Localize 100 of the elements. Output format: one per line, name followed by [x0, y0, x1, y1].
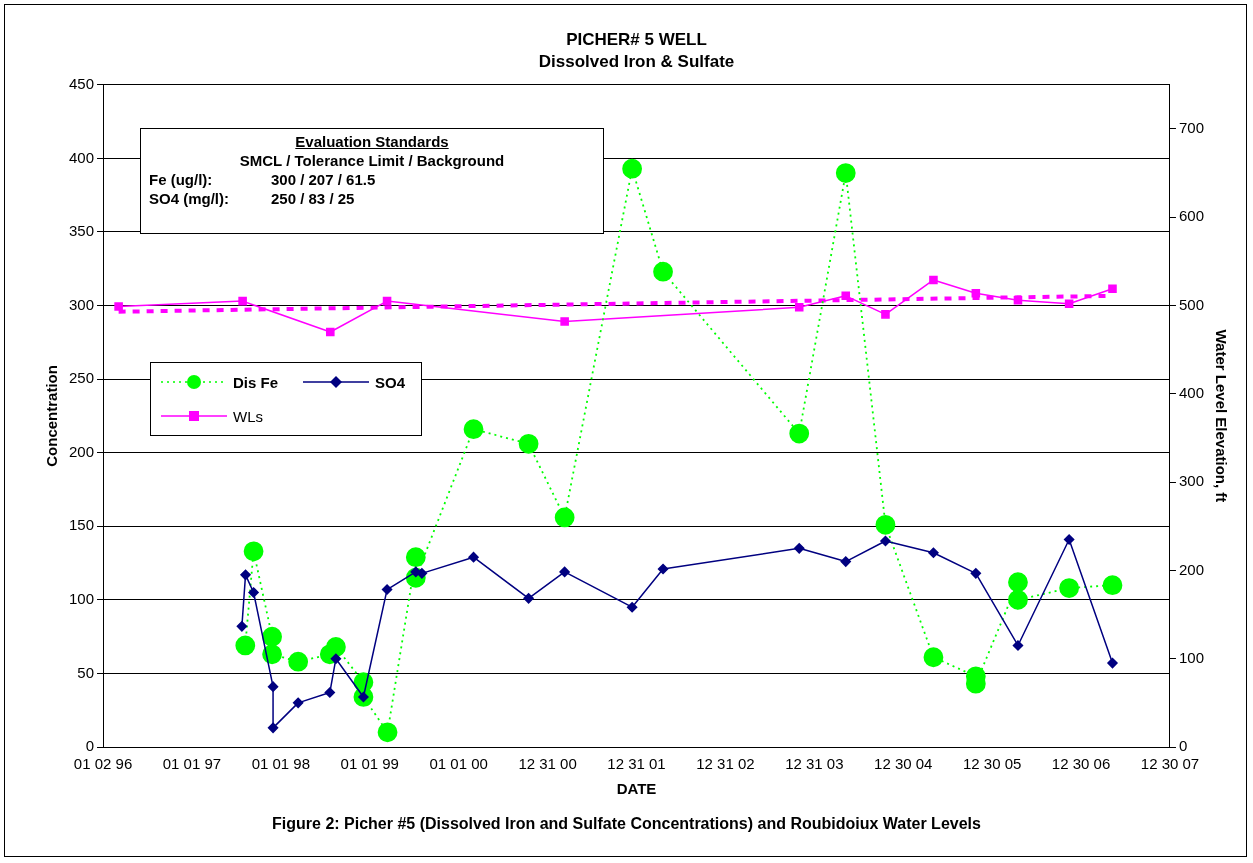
x-tick-label: 12 31 00	[518, 755, 577, 773]
point	[262, 626, 282, 647]
point	[841, 291, 851, 301]
point	[1064, 299, 1074, 309]
point	[835, 163, 856, 183]
point	[324, 687, 336, 698]
x-tick-label: 12 30 05	[962, 755, 1022, 773]
x-axis-title: DATE	[616, 780, 657, 798]
point	[929, 275, 938, 285]
point	[292, 697, 304, 709]
point	[262, 644, 282, 665]
x-tick-label: 01 01 99	[340, 755, 399, 773]
y-tick-label: 350	[69, 222, 95, 240]
annotation: 250 / 83 / 25	[271, 190, 355, 207]
point	[881, 310, 890, 319]
annotation: Fe (ug/l):	[149, 171, 214, 188]
y-tick-label: 300	[69, 295, 95, 313]
point	[377, 722, 398, 743]
point	[794, 303, 804, 312]
point	[971, 288, 981, 298]
x-tick-label: 12 30 04	[874, 755, 933, 773]
y-tick-label: 250	[69, 369, 95, 387]
y-tick-label: 200	[69, 442, 95, 460]
point	[1012, 640, 1024, 651]
point	[236, 621, 248, 632]
y2-tick-label: 200	[1178, 560, 1204, 578]
point	[238, 296, 247, 306]
chart-subtitle: Dissolved Iron & Sulfate	[538, 52, 735, 72]
point	[793, 543, 805, 554]
x-tick-label: 01 01 00	[429, 755, 488, 773]
y2-axis-title: Water Level Elevation, ft	[1212, 329, 1230, 503]
point	[928, 547, 939, 559]
x-tick-label: 12 31 02	[696, 755, 755, 773]
point	[653, 261, 673, 282]
x-tick-label: 01 01 97	[162, 755, 222, 773]
point	[267, 681, 279, 692]
y2-tick-label: 300	[1178, 472, 1204, 490]
point	[463, 419, 484, 440]
y2-tick-label: 0	[1178, 737, 1188, 755]
point	[267, 722, 279, 734]
annotation: 300 / 207 / 61.5	[271, 171, 376, 188]
x-tick-label: 01 01 98	[251, 755, 311, 773]
y2-tick-label: 100	[1178, 648, 1204, 666]
legend-label: WLs	[233, 407, 263, 425]
y-tick-label: 50	[77, 663, 95, 681]
y-tick-label: 0	[85, 737, 95, 755]
point	[1008, 589, 1028, 610]
point	[622, 158, 643, 179]
point	[1059, 578, 1080, 598]
y2-tick-label: 600	[1178, 207, 1204, 225]
y-axis-title: Concentration	[43, 365, 61, 467]
x-tick-label: 12 31 03	[785, 755, 844, 773]
caption: Figure 2: Picher #5 (Dissolved Iron and Sulfate Concentrations) and Roubidoiux Water Levels	[271, 815, 982, 833]
point	[1107, 657, 1118, 669]
point	[468, 551, 479, 563]
y-tick-label: 100	[69, 589, 95, 607]
point	[248, 587, 259, 598]
point	[288, 651, 309, 672]
point	[382, 296, 392, 306]
chart-title: PICHER# 5 WELL	[566, 29, 707, 49]
point	[970, 568, 982, 579]
legend-label: Dis Fe	[233, 373, 279, 391]
annotation: SMCL / Tolerance Limit / Background	[238, 152, 506, 169]
point	[330, 653, 342, 664]
y-tick-label: 150	[69, 516, 95, 534]
annotation: Evaluation Standards	[294, 133, 450, 150]
point	[626, 601, 638, 613]
point	[1008, 572, 1028, 593]
point	[554, 507, 575, 528]
point	[235, 635, 256, 656]
point	[518, 433, 539, 454]
point	[1102, 575, 1123, 596]
point	[880, 535, 891, 547]
point	[523, 593, 534, 604]
point	[923, 647, 944, 668]
point	[1013, 295, 1023, 305]
y-tick-label: 450	[69, 74, 95, 92]
point	[1108, 284, 1117, 294]
y-tick-label: 400	[69, 148, 95, 166]
x-tick-label: 12 31 01	[607, 755, 666, 773]
point	[326, 327, 335, 337]
x-tick-label: 12 30 06	[1051, 755, 1111, 773]
point	[559, 566, 570, 578]
y2-tick-label: 700	[1178, 119, 1204, 137]
x-tick-label: 01 02 96	[73, 755, 133, 773]
x-tick-label: 12 30 07	[1140, 755, 1200, 773]
point	[240, 569, 251, 581]
y2-tick-label: 500	[1178, 295, 1204, 313]
point	[789, 423, 810, 444]
point	[243, 541, 264, 562]
point	[381, 584, 393, 595]
point	[1063, 534, 1075, 545]
point	[875, 514, 896, 535]
annotation: SO4 (mg/l):	[149, 190, 230, 207]
point	[840, 556, 851, 567]
point	[326, 637, 346, 657]
point	[114, 302, 123, 311]
point	[560, 317, 569, 326]
point	[657, 563, 669, 575]
point	[405, 547, 426, 568]
